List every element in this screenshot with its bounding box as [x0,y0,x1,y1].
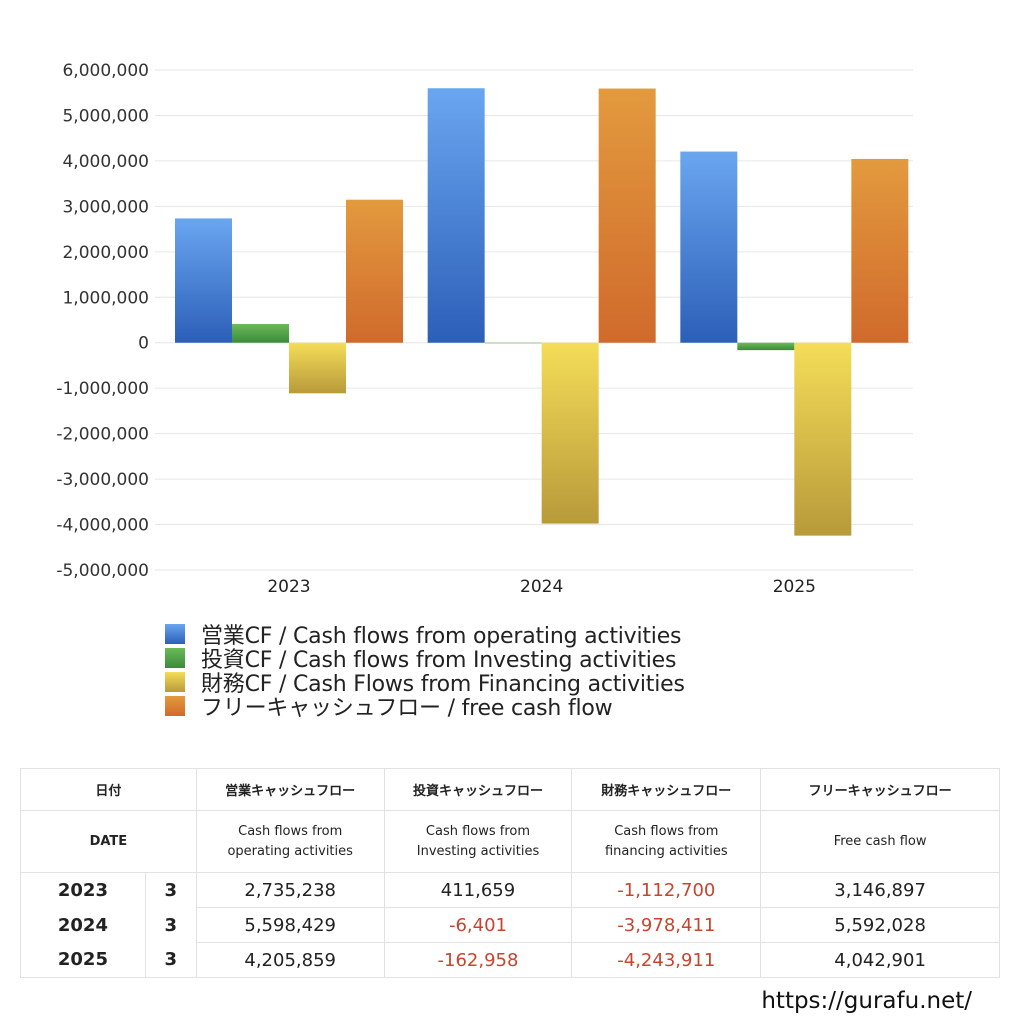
cell-operating: 5,598,429 [195,907,385,943]
bar [232,324,289,343]
legend-label: 営業CF / Cash flows from operating activit… [201,624,682,649]
cell-month: 3 [144,942,197,978]
cell-year: 2025 [20,942,146,978]
gridlines [155,69,913,571]
legend-item-investing: 投資CF / Cash flows from Investing activit… [165,646,685,673]
bar [737,342,795,351]
bar [598,88,656,343]
legend-label: 投資CF / Cash flows from Investing activit… [201,648,677,673]
bar [851,158,909,343]
header-investing-jp: 投資キャッシュフロー [383,768,573,811]
cell-operating: 2,735,238 [195,872,385,908]
cell-month: 3 [144,872,197,908]
cell-financing: -4,243,911 [571,942,762,978]
header-date-en: DATE [20,810,197,873]
legend-label: 財務CF / Cash Flows from Financing activit… [201,672,685,697]
header-operating-en: Cash flows from operating activities [195,810,385,873]
header-free-en: Free cash flow [760,810,1000,873]
cell-investing: 411,659 [383,872,573,908]
header-investing-en: Cash flows from Investing activities [383,810,573,873]
bars [175,88,909,536]
bar [427,88,485,343]
bar [680,151,738,343]
x-tick-label: 2024 [520,577,563,597]
header-free-jp: フリーキャッシュフロー [760,768,1000,811]
y-tick-label: -5,000,000 [56,561,149,581]
header-line: Cash flows from [238,823,343,839]
y-tick-label: -3,000,000 [56,470,149,490]
y-tick-label: 5,000,000 [62,106,149,126]
table-header-en: DATE Cash flows from operating activities… [20,810,1000,873]
bar [175,218,232,343]
legend-swatch-financing [165,672,185,692]
y-tick-label: -1,000,000 [56,379,149,399]
x-axis-labels: 2023 2024 2025 [267,577,816,597]
cell-financing: -1,112,700 [571,872,762,908]
cell-free: 5,592,028 [760,907,1000,943]
cell-operating: 4,205,859 [195,942,385,978]
header-line: financing activities [604,843,728,859]
cell-free: 4,042,901 [760,942,1000,978]
legend-item-free: フリーキャッシュフロー / free cash flow [165,694,685,721]
header-line: Investing activities [416,843,540,859]
table-row: 2024 3 5,598,429 -6,401 -3,978,411 5,592… [20,907,1000,943]
y-tick-label: 3,000,000 [62,197,149,217]
x-tick-label: 2025 [773,577,816,597]
header-date-jp: 日付 [20,768,197,811]
cell-year: 2024 [20,907,146,943]
cell-month: 3 [144,907,197,943]
header-line: Cash flows from [425,823,531,839]
y-tick-label: 1,000,000 [62,288,149,308]
bar [484,342,542,344]
header-operating-jp: 営業キャッシュフロー [195,768,385,811]
y-axis-labels: 6,000,000 5,000,000 4,000,000 3,000,000 2,00… [56,61,149,581]
legend-label: フリーキャッシュフロー / free cash flow [201,696,613,721]
site-url[interactable]: https://gurafu.net/ [761,988,972,1014]
cell-investing: -162,958 [383,942,573,978]
bar [541,342,599,524]
legend-item-financing: 財務CF / Cash Flows from Financing activit… [165,670,685,697]
cell-investing: -6,401 [383,907,573,943]
legend-swatch-operating [165,624,185,644]
y-tick-label: 6,000,000 [62,61,149,81]
bar [794,342,852,536]
legend-item-operating: 営業CF / Cash flows from operating activit… [165,622,685,649]
legend-swatch-investing [165,648,185,668]
chart-legend: 営業CF / Cash flows from operating activit… [165,622,685,721]
table-header-jp: 日付 営業キャッシュフロー 投資キャッシュフロー 財務キャッシュフロー フリーキ… [20,768,1000,811]
y-tick-label: 0 [138,334,149,354]
header-financing-en: Cash flows from financing activities [571,810,762,873]
header-financing-jp: 財務キャッシュフロー [571,768,762,811]
cell-year: 2023 [20,872,146,908]
y-tick-label: 4,000,000 [62,152,149,172]
header-line: operating activities [227,843,353,859]
cash-flow-table: 日付 営業キャッシュフロー 投資キャッシュフロー 財務キャッシュフロー フリーキ… [20,768,1000,978]
table-row: 2025 3 4,205,859 -162,958 -4,243,911 4,0… [20,942,1000,978]
table-row: 2023 3 2,735,238 411,659 -1,112,700 3,14… [20,872,1000,908]
x-tick-label: 2023 [267,577,310,597]
y-tick-label: -4,000,000 [56,516,149,536]
y-tick-label: -2,000,000 [56,425,149,445]
bar [289,342,346,394]
header-line: Cash flows from [614,823,719,839]
bar [346,199,403,343]
legend-swatch-free [165,696,185,716]
cash-flow-bar-chart: 6,000,000 5,000,000 4,000,000 3,000,000 2,00… [56,61,913,597]
cell-free: 3,146,897 [760,872,1000,908]
y-tick-label: 2,000,000 [62,243,149,263]
cell-financing: -3,978,411 [571,907,762,943]
